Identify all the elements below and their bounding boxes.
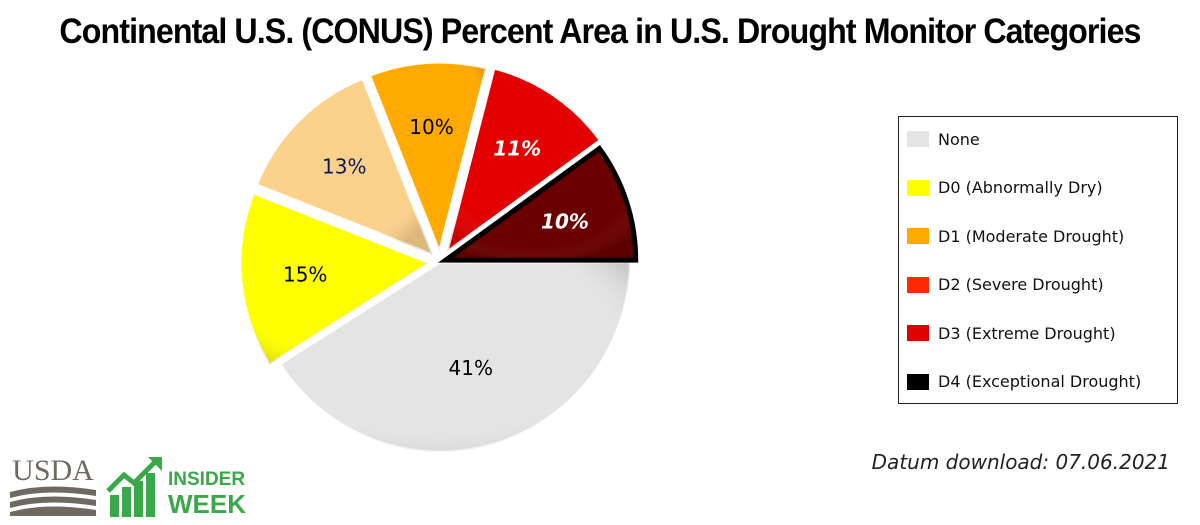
legend-item: D1 (Moderate Drought) [907, 225, 1124, 247]
pie-slice-shade [240, 192, 431, 365]
legend-item: D2 (Severe Drought) [907, 274, 1104, 296]
pie-slices [238, 60, 639, 454]
legend: None D0 (Abnormally Dry) D1 (Moderate Drou… [898, 116, 1178, 404]
legend-swatch [907, 325, 929, 341]
legend-label: D3 (Extreme Drought) [938, 323, 1116, 343]
legend-item: D4 (Exceptional Drought) [907, 371, 1141, 393]
legend-swatch [907, 373, 929, 390]
pie-slice-shade [279, 262, 630, 453]
pie-label-d4: 10% [541, 209, 589, 233]
legend-label: D2 (Severe Drought) [938, 275, 1104, 294]
legend-item: D3 (Extreme Drought) [907, 322, 1116, 344]
legend-label: D0 (Abnormally Dry) [938, 178, 1103, 197]
usda-logo-text: USDA [12, 454, 94, 487]
legend-item: D0 (Abnormally Dry) [907, 177, 1103, 199]
pie-slice-shade [446, 68, 601, 253]
legend-item: None [907, 128, 980, 150]
pie-label-d2: 10% [409, 115, 453, 139]
download-date: Datum download: 07.06.2021 [871, 450, 1170, 474]
insider-week-logo: INSIDER WEEK [106, 457, 246, 519]
legend-swatch [907, 179, 929, 196]
pie-label-none: 41% [449, 356, 493, 380]
pie-label-d3: 11% [493, 136, 541, 160]
pie-label-d0: 15% [283, 263, 327, 287]
chart-title: Continental U.S. (CONUS) Percent Area in… [59, 12, 1141, 51]
legend-label: D4 (Exceptional Drought) [938, 372, 1142, 391]
legend-swatch [907, 228, 929, 244]
pie-slice-shade [445, 148, 636, 261]
pie-label-d1: 13% [322, 154, 366, 178]
week-text: WEEK [168, 489, 246, 519]
legend-label: None [938, 129, 980, 149]
pie-labels: 41% 15% 13% 10% 11% 10% [283, 115, 589, 380]
legend-swatch [907, 276, 929, 293]
usda-logo: USDA [6, 452, 100, 516]
pie-slice-shade [369, 62, 487, 253]
insider-text: INSIDER [168, 469, 245, 490]
pie-chart: 41% 15% 13% 10% 11% 10% [238, 60, 639, 454]
pie-slice-shade [256, 78, 433, 255]
legend-label: D1 (Moderate Drought) [938, 226, 1125, 246]
legend-swatch [907, 131, 929, 147]
